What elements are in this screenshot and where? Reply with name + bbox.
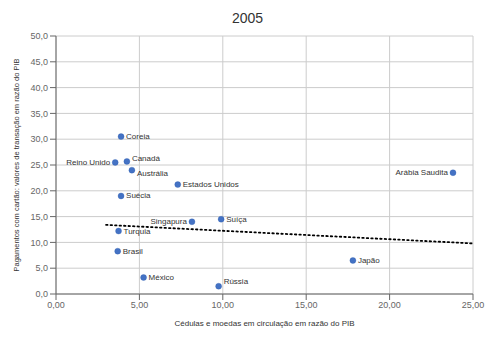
svg-text:25,0: 25,0 bbox=[30, 160, 48, 170]
svg-text:Suécia: Suécia bbox=[126, 191, 151, 200]
svg-text:30,0: 30,0 bbox=[30, 134, 48, 144]
svg-text:Singapura: Singapura bbox=[150, 217, 187, 226]
svg-text:0,00: 0,00 bbox=[47, 300, 65, 310]
svg-text:40,0: 40,0 bbox=[30, 83, 48, 93]
svg-text:Rússia: Rússia bbox=[224, 277, 249, 286]
svg-text:Pagamentos com cartão: valores: Pagamentos com cartão: valores de transa… bbox=[12, 58, 21, 271]
svg-text:0,0: 0,0 bbox=[35, 289, 48, 299]
svg-text:Suíça: Suíça bbox=[226, 215, 247, 224]
svg-text:10,0: 10,0 bbox=[30, 238, 48, 248]
svg-text:15,00: 15,00 bbox=[295, 300, 318, 310]
svg-text:Turquia: Turquia bbox=[124, 227, 151, 236]
svg-text:Brasil: Brasil bbox=[123, 247, 143, 256]
svg-text:35,0: 35,0 bbox=[30, 109, 48, 119]
svg-text:20,00: 20,00 bbox=[378, 300, 401, 310]
svg-text:5,0: 5,0 bbox=[35, 263, 48, 273]
svg-text:15,0: 15,0 bbox=[30, 212, 48, 222]
html-text:2005: 2005 bbox=[231, 10, 264, 26]
svg-text:Estados Unidos: Estados Unidos bbox=[183, 180, 239, 189]
svg-text:Japão: Japão bbox=[358, 256, 380, 265]
svg-text:Arábia Saudita: Arábia Saudita bbox=[395, 168, 448, 177]
svg-text:25,00: 25,00 bbox=[462, 300, 485, 310]
svg-text:20,0: 20,0 bbox=[30, 186, 48, 196]
svg-text:Austrália: Austrália bbox=[137, 169, 169, 178]
svg-text:México: México bbox=[149, 273, 175, 282]
svg-text:5,00: 5,00 bbox=[131, 300, 149, 310]
svg-text:Cédulas e moedas em circulação: Cédulas e moedas em circulação em razão … bbox=[174, 319, 354, 328]
svg-text:50,0: 50,0 bbox=[30, 31, 48, 41]
svg-text:45,0: 45,0 bbox=[30, 57, 48, 67]
svg-text:Reino Unido: Reino Unido bbox=[66, 158, 111, 167]
svg-text:Coreia: Coreia bbox=[126, 132, 150, 141]
svg-text:Canadá: Canadá bbox=[132, 154, 161, 163]
svg-text:10,00: 10,00 bbox=[212, 300, 235, 310]
